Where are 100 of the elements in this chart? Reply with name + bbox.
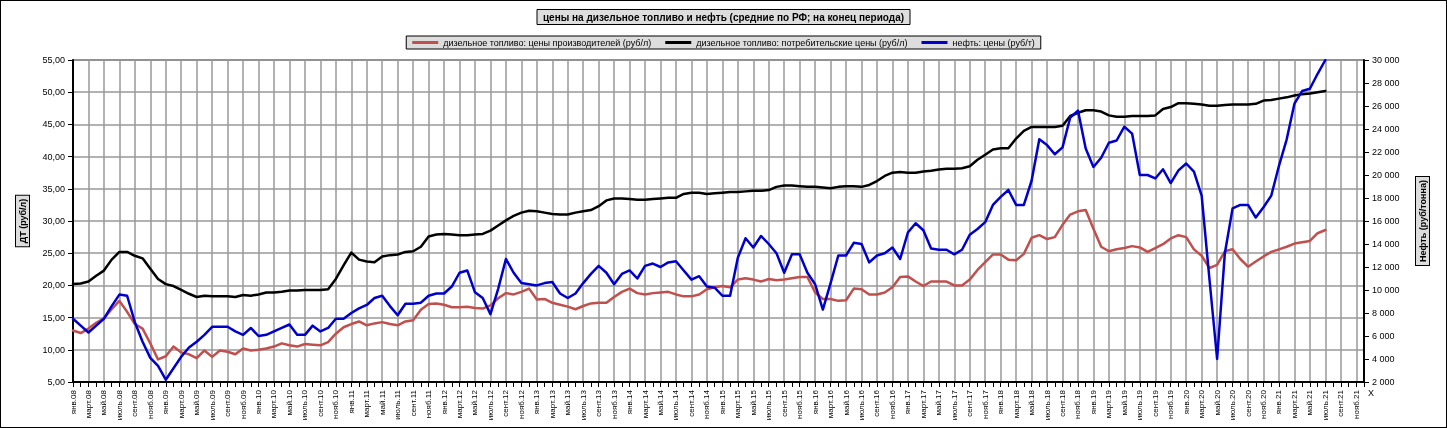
y2-axis-title: Нефть (руб/тонна) — [1417, 180, 1428, 262]
y2-tick-label: 24 000 — [1372, 124, 1400, 134]
x-tick-label: март.16 — [826, 389, 836, 419]
x-tick-label: июль.16 — [857, 389, 867, 421]
x-tick-label: май.19 — [1119, 389, 1129, 416]
x-tick-label: июль.20 — [1228, 389, 1238, 421]
x-tick-label: янв.12 — [439, 389, 449, 415]
x-tick-label: июль.11 — [393, 389, 403, 420]
x-tick-label: май.18 — [1027, 389, 1037, 416]
x-tick-label: нояб.18 — [1073, 389, 1083, 419]
x-tick-label: июль.13 — [578, 389, 588, 421]
x-tick-label: сент.19 — [1150, 389, 1160, 417]
chart-title: цены на дизельное топливо и нефть (средние по РФ; на конец периода) — [542, 11, 905, 23]
x-tick-label: нояб.16 — [887, 389, 897, 419]
legend-label: дизельное топливо: потребительские цены (руб/л) — [696, 37, 908, 48]
x-tick-label: сент.14 — [686, 389, 696, 417]
x-tick-label: март.15 — [733, 389, 743, 419]
x-tick-label: нояб.08 — [145, 389, 155, 419]
y-tick-label: 10,00 — [42, 344, 65, 355]
x-tick-label: янв.08 — [68, 389, 78, 415]
x-tick-label: май.09 — [192, 389, 202, 416]
legend-label: дизельное топливо: цены производителей (руб/л) — [443, 37, 652, 48]
x-tick-label: сент.10 — [315, 389, 325, 417]
x-tick-label: март.11 — [362, 389, 372, 418]
x-tick-label: июль.15 — [764, 389, 774, 421]
x-tick-label: янв.14 — [625, 389, 635, 415]
y2-tick-label: 26 000 — [1372, 101, 1400, 111]
x-tick-label: март.08 — [83, 389, 93, 419]
x-tick-label: янв.09 — [161, 389, 171, 415]
x-tick-label: март.20 — [1197, 389, 1207, 419]
legend-label: нефть: цены (руб/т) — [952, 37, 1035, 48]
x-tick-label: май.10 — [284, 389, 294, 416]
x-tick-label: май.16 — [841, 389, 851, 416]
x-tick-label: июль.21 — [1320, 389, 1330, 421]
x-tick-label: март.21 — [1289, 389, 1299, 419]
y2-tick-label: 2 000 — [1372, 377, 1395, 387]
x-tick-label: нояб.13 — [609, 389, 619, 419]
x-axis-title: X — [1368, 387, 1375, 398]
y-tick-label: 30,00 — [42, 216, 65, 226]
x-tick-label: май.11 — [377, 389, 387, 415]
y-tick-label: 5,00 — [47, 377, 65, 387]
y-tick-label: 20,00 — [42, 280, 65, 291]
x-tick-label: сент.08 — [130, 389, 140, 417]
x-tick-label: сент.09 — [223, 389, 233, 417]
y2-tick-label: 28 000 — [1372, 78, 1400, 88]
x-tick-label: нояб.17 — [980, 389, 990, 419]
x-tick-label: нояб.21 — [1351, 389, 1361, 419]
y-tick-label: 55,00 — [42, 55, 65, 65]
x-tick-label: нояб.20 — [1259, 389, 1268, 419]
x-tick-label: янв.20 — [1181, 389, 1191, 415]
x-tick-label: сент.21 — [1336, 389, 1346, 417]
x-tick-label: июль.12 — [485, 389, 495, 421]
x-tick-label: сент.18 — [1058, 389, 1068, 417]
x-tick-label: сент.11 — [408, 389, 418, 417]
y-tick-label: 25,00 — [42, 248, 65, 259]
x-tick-label: сент.16 — [872, 389, 882, 417]
x-tick-label: июль.19 — [1135, 389, 1145, 421]
x-tick-label: сент.13 — [594, 389, 604, 417]
y2-tick-label: 10 000 — [1372, 285, 1400, 295]
x-tick-label: март.18 — [1011, 389, 1021, 419]
x-tick-label: янв.15 — [717, 389, 727, 415]
y-tick-label: 35,00 — [42, 183, 65, 194]
x-tick-label: июль.08 — [114, 389, 124, 421]
y-tick-label: 40,00 — [42, 151, 65, 162]
x-tick-label: нояб.12 — [516, 389, 526, 419]
x-tick-label: янв.11 — [346, 389, 356, 414]
x-tick-label: май.08 — [99, 389, 109, 416]
x-tick-label: май.20 — [1212, 389, 1222, 416]
y2-tick-label: 16 000 — [1372, 216, 1400, 226]
x-tick-label: март.13 — [547, 389, 557, 419]
x-tick-label: нояб.15 — [795, 389, 805, 419]
y-tick-label: 45,00 — [42, 119, 65, 130]
x-tick-label: июль.09 — [207, 389, 217, 421]
x-tick-label: янв.17 — [903, 389, 913, 415]
y2-tick-label: 8 000 — [1372, 308, 1395, 318]
x-tick-label: июль.17 — [949, 389, 959, 421]
x-tick-label: март.14 — [640, 389, 650, 419]
y-tick-label: 15,00 — [42, 312, 65, 323]
x-tick-label: янв.13 — [532, 389, 542, 415]
x-tick-label: янв.18 — [996, 389, 1006, 415]
x-tick-label: янв.19 — [1088, 389, 1098, 415]
y2-tick-label: 4 000 — [1372, 354, 1395, 364]
y-axis-title: ДТ (руб/л) — [17, 198, 28, 244]
y2-tick-label: 12 000 — [1372, 262, 1400, 272]
x-tick-label: май.17 — [934, 389, 944, 416]
x-tick-label: май.21 — [1305, 389, 1315, 416]
x-tick-label: сент.15 — [779, 389, 789, 417]
line-series — [71, 208, 1327, 361]
x-tick-label: янв.10 — [254, 389, 264, 415]
y2-tick-label: 18 000 — [1372, 193, 1400, 203]
line-series — [71, 58, 1327, 381]
x-tick-label: июль.10 — [300, 389, 310, 421]
y2-tick-label: 14 000 — [1372, 239, 1400, 249]
x-tick-label: март.10 — [269, 389, 279, 419]
x-tick-label: нояб.10 — [331, 389, 341, 419]
x-tick-label: янв.21 — [1274, 389, 1284, 415]
x-tick-label: март.09 — [176, 389, 186, 419]
x-tick-label: март.17 — [918, 389, 928, 419]
x-tick-label: март.12 — [455, 389, 465, 419]
x-tick-label: сент.12 — [501, 389, 511, 417]
